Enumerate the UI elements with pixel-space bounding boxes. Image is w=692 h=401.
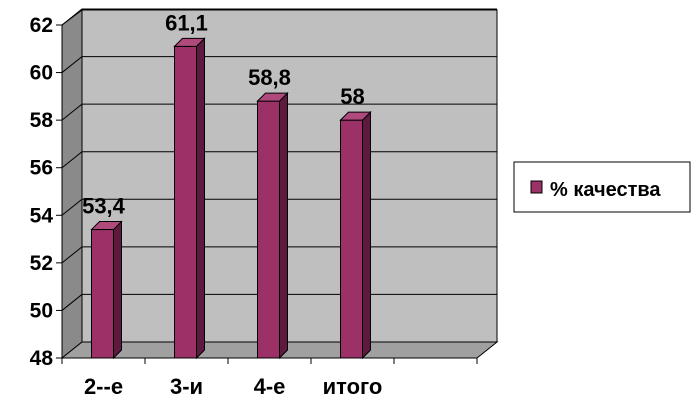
y-tick-label: 62 (30, 14, 53, 37)
bar-front (340, 119, 363, 359)
data-label: 61,1 (165, 10, 208, 35)
data-label: 58,8 (248, 65, 291, 90)
legend: % качества (513, 161, 691, 213)
gridline (61, 56, 497, 73)
plot-side-wall (61, 9, 83, 360)
y-tick-label: 58 (30, 109, 54, 132)
legend-label: % качества (550, 179, 661, 201)
x-category-label: 3-и (170, 374, 203, 399)
y-tick-label: 60 (30, 62, 53, 85)
bar-top (256, 92, 289, 102)
bar-side (196, 37, 205, 360)
bar-side (113, 220, 122, 360)
x-category-label: итого (323, 374, 383, 399)
legend-swatch (530, 180, 543, 194)
gridline (61, 103, 497, 121)
y-tick-label: 48 (30, 347, 54, 370)
bar-side (362, 110, 371, 360)
bar (256, 91, 289, 360)
data-labels: 53,4 61,1 58,8 58 (82, 10, 365, 218)
data-label: 58 (340, 84, 364, 109)
bar (90, 220, 123, 360)
x-axis-categories: 2--е 3-и 4-е итого (84, 374, 382, 399)
y-tick-label: 54 (30, 204, 54, 227)
bar (173, 37, 206, 360)
y-axis-ticks: 48 50 52 54 56 58 60 62 (30, 14, 62, 370)
bar-front (91, 229, 114, 359)
bar-top (173, 37, 206, 47)
bar (339, 110, 372, 360)
plot-walls (60, 9, 499, 360)
legend-box (513, 161, 691, 213)
x-category-label: 4-е (254, 374, 286, 399)
y-tick-label: 52 (30, 252, 53, 275)
bars (90, 37, 372, 360)
bar-front (257, 100, 280, 359)
data-label: 53,4 (82, 194, 126, 219)
bar-top (339, 111, 372, 121)
bar-front (174, 45, 197, 359)
x-category-label: 2--е (84, 374, 123, 399)
y-tick-label: 50 (30, 299, 53, 322)
plot-back-wall (81, 9, 498, 343)
bar-top (90, 221, 123, 231)
y-tick-label: 56 (30, 157, 53, 180)
bar-side (279, 91, 288, 360)
gridline (61, 8, 497, 26)
